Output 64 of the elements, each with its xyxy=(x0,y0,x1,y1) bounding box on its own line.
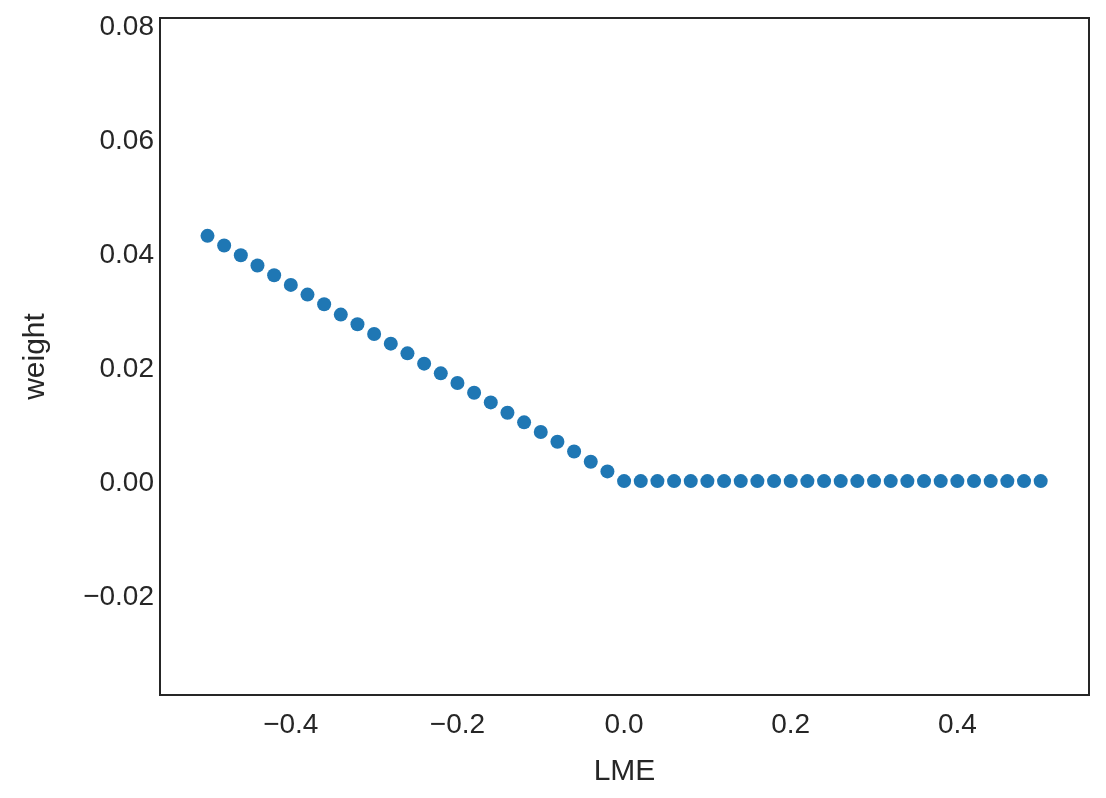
point xyxy=(817,474,832,489)
point xyxy=(250,258,265,273)
point xyxy=(1017,474,1032,489)
point xyxy=(350,317,365,332)
point xyxy=(233,248,248,263)
point xyxy=(367,326,382,341)
point xyxy=(967,474,982,489)
point xyxy=(283,277,298,292)
point xyxy=(400,346,415,361)
point xyxy=(767,474,782,489)
point xyxy=(867,474,882,489)
point xyxy=(783,474,798,489)
point xyxy=(217,238,232,253)
point xyxy=(883,474,898,489)
point xyxy=(1000,474,1015,489)
x-tick-label: 0.4 xyxy=(937,708,977,739)
point xyxy=(600,464,615,479)
point xyxy=(550,434,565,449)
point xyxy=(700,474,715,489)
x-tick-label: 0.2 xyxy=(771,708,811,739)
point xyxy=(900,474,915,489)
y-tick-label: 0.08 xyxy=(99,9,154,41)
point xyxy=(417,356,432,371)
point xyxy=(933,474,948,489)
point xyxy=(750,474,765,489)
point xyxy=(650,474,665,489)
point xyxy=(983,474,998,489)
y-tick-label: 0.00 xyxy=(99,465,154,497)
point xyxy=(617,474,632,489)
point xyxy=(733,474,748,489)
x-tick-label: −0.4 xyxy=(263,708,319,739)
point xyxy=(317,297,332,312)
y-tick-label: 0.04 xyxy=(99,237,154,269)
point xyxy=(300,287,315,302)
point xyxy=(917,474,932,489)
y-axis-title: weight xyxy=(17,312,50,401)
y-tick-label: 0.02 xyxy=(99,351,154,383)
point xyxy=(517,415,532,430)
point xyxy=(800,474,815,489)
point xyxy=(333,307,348,322)
point xyxy=(1033,474,1048,489)
point xyxy=(500,405,515,420)
x-tick-label: 0.0 xyxy=(604,708,644,739)
point xyxy=(633,474,648,489)
point xyxy=(450,376,465,391)
point xyxy=(850,474,865,489)
point xyxy=(717,474,732,489)
point xyxy=(533,425,548,440)
y-tick-label: 0.06 xyxy=(99,123,154,155)
point xyxy=(467,385,482,400)
point xyxy=(483,395,498,410)
y-tick-label: −0.02 xyxy=(83,579,154,611)
point xyxy=(383,336,398,351)
point xyxy=(683,474,698,489)
point xyxy=(583,454,598,469)
point xyxy=(200,228,215,243)
x-axis-title: LME xyxy=(593,753,656,786)
point xyxy=(433,366,448,381)
x-tick-label: −0.2 xyxy=(429,708,486,739)
point xyxy=(833,474,848,489)
point xyxy=(267,268,282,283)
point xyxy=(950,474,965,489)
point xyxy=(667,474,682,489)
point xyxy=(567,444,582,459)
